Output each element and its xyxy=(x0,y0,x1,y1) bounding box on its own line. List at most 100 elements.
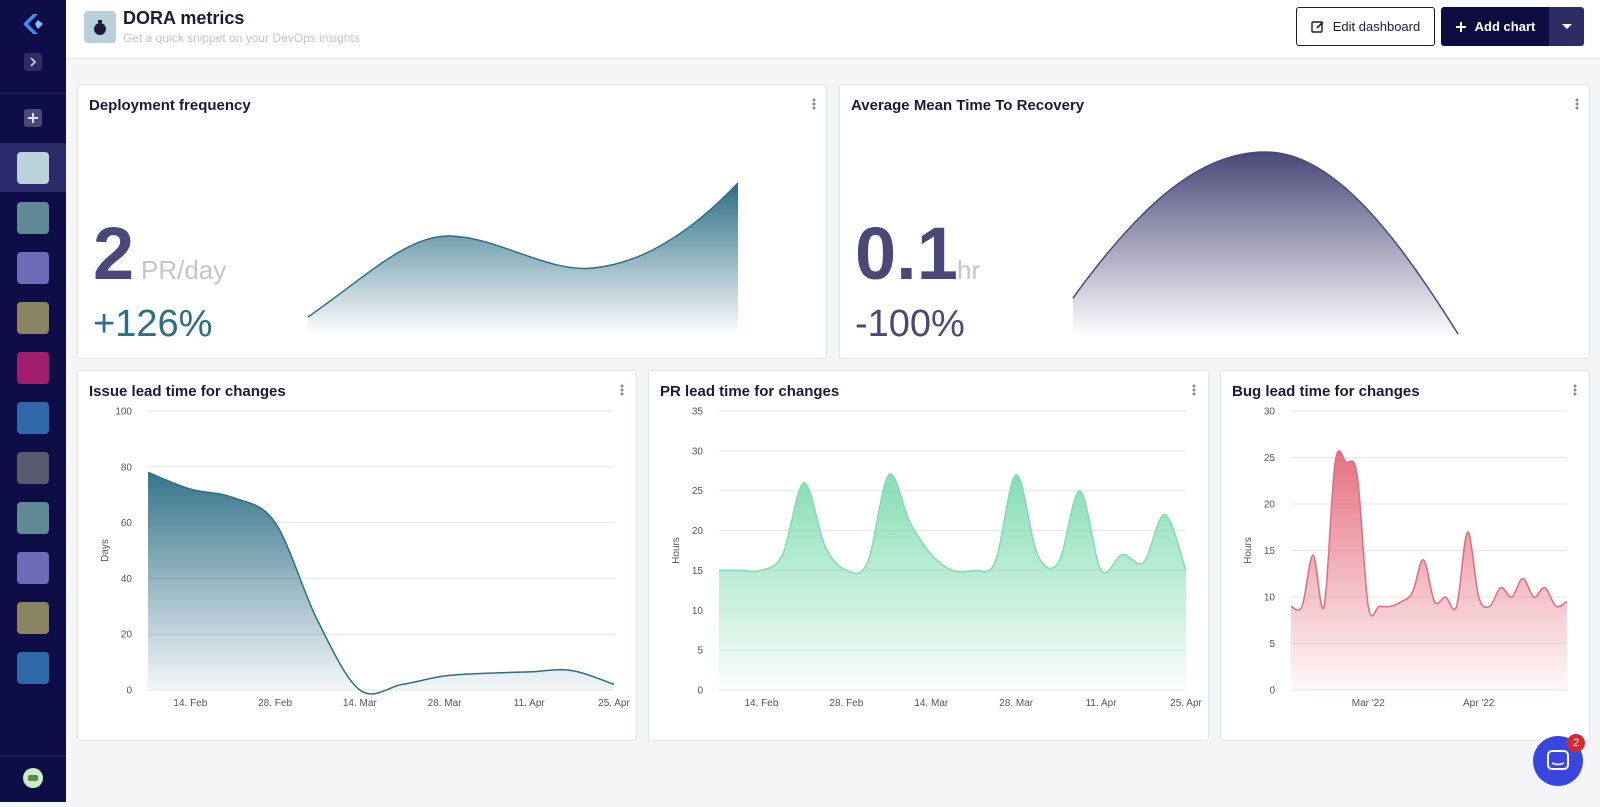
y-tick-label: 30 xyxy=(1264,407,1276,418)
chart-card: PR lead time for changes 0 5 10 15 20 25 30 35 Ho… xyxy=(648,370,1209,741)
list-icon[interactable] xyxy=(17,252,49,284)
table-icon[interactable] xyxy=(17,402,49,434)
menu-dot xyxy=(1573,392,1577,396)
edit-dashboard-button[interactable]: Edit dashboard xyxy=(1296,7,1435,46)
button-label: Edit dashboard xyxy=(1332,19,1421,34)
y-axis-label: Hours xyxy=(1243,537,1254,564)
x-tick-label: 25. Apr xyxy=(598,698,630,709)
dora-icon[interactable] xyxy=(17,452,49,484)
stat-card-graphic: 2 PR/day +126% xyxy=(93,98,816,345)
y-tick-label: 0 xyxy=(697,686,703,697)
y-tick-label: 60 xyxy=(121,518,133,529)
bug-icon[interactable] xyxy=(17,602,49,634)
y-tick-label: 15 xyxy=(1264,546,1276,557)
area-line xyxy=(719,473,1187,575)
sparkline xyxy=(307,182,739,318)
x-tick-label: 28. Mar xyxy=(999,698,1034,709)
stat-change: +126% xyxy=(93,303,212,345)
stat-unit: hr xyxy=(957,255,980,285)
page-subtitle: Get a quick snippet on your DevOps insig… xyxy=(123,31,360,45)
chart: 0 20 40 60 80 100 Days 14. Feb 28. Feb 14. Mar 28.… xyxy=(100,384,631,709)
chat-badge: 2 xyxy=(1567,734,1585,752)
y-tick-label: 5 xyxy=(697,646,703,657)
stat-value: 2 xyxy=(93,212,134,295)
sparkline-area xyxy=(308,183,738,333)
y-axis-label: Days xyxy=(100,539,111,562)
stat-value: 0.1 xyxy=(855,212,958,295)
stat-unit: PR/day xyxy=(141,255,226,285)
y-tick-label: 40 xyxy=(121,574,133,585)
menu-dot xyxy=(1192,384,1196,388)
x-tick-label: 28. Feb xyxy=(258,698,292,709)
menu-dot xyxy=(620,392,624,396)
sparkline xyxy=(1072,151,1459,335)
menu-dot xyxy=(1192,392,1196,396)
list-icon[interactable] xyxy=(17,552,49,584)
chart-card: Issue lead time for changes 0 20 40 60 80 100 D… xyxy=(77,370,637,741)
y-tick-label: 10 xyxy=(1264,593,1276,604)
y-tick-label: 100 xyxy=(115,407,132,418)
chart: 0 5 10 15 20 25 30 35 Hours 14. Feb 28. Feb 14. Mar… xyxy=(671,384,1203,709)
dora-icon[interactable] xyxy=(17,152,49,184)
x-tick-label: Apr '22 xyxy=(1463,698,1495,709)
git-icon[interactable] xyxy=(17,502,49,534)
x-tick-label: 14. Mar xyxy=(343,698,378,709)
x-tick-label: 14. Mar xyxy=(914,698,949,709)
header: DORA metrics Get a quick snippet on your… xyxy=(66,0,1600,59)
sidebar xyxy=(0,0,66,802)
y-tick-label: 0 xyxy=(1269,686,1275,697)
stat-card-graphic: 0.1 hr -100% xyxy=(855,98,1579,345)
y-tick-label: 20 xyxy=(692,526,704,537)
x-tick-label: 11. Apr xyxy=(1086,698,1118,709)
x-tick-label: 14. Feb xyxy=(744,698,778,709)
stat-card: Average Mean Time To Recovery 0.1 hr -10… xyxy=(839,84,1590,359)
menu-dot xyxy=(620,384,624,388)
menu-dot xyxy=(1192,388,1196,392)
card-title: Average Mean Time To Recovery xyxy=(851,97,1085,114)
stat-card: Deployment frequency 2 PR/day +126% xyxy=(77,84,827,359)
expand-button[interactable] xyxy=(24,53,42,71)
area-fill xyxy=(719,474,1186,690)
card-title: Bug lead time for changes xyxy=(1232,383,1420,400)
area-line xyxy=(1290,450,1568,617)
y-tick-label: 25 xyxy=(692,486,704,497)
chart: 0 5 10 15 20 25 30 Hours Mar '22 Apr '22 xyxy=(1243,384,1577,709)
y-tick-label: 80 xyxy=(121,462,133,473)
x-tick-label: 14. Feb xyxy=(173,698,207,709)
button-label: Add chart xyxy=(1474,19,1536,34)
y-tick-label: 35 xyxy=(692,407,704,418)
menu-dot xyxy=(620,388,624,392)
menu-dot xyxy=(1573,388,1577,392)
y-tick-label: 0 xyxy=(126,686,132,697)
area-line xyxy=(147,471,615,695)
stat-change: -100% xyxy=(855,303,965,345)
y-tick-label: 10 xyxy=(692,606,704,617)
x-tick-label: 28. Feb xyxy=(829,698,863,709)
area-fill xyxy=(148,472,614,694)
git-icon[interactable] xyxy=(17,202,49,234)
chart-card: Bug lead time for changes 0 5 10 15 20 25 30 Hou… xyxy=(1220,370,1590,741)
add-chart-dropdown[interactable] xyxy=(1549,7,1584,46)
page-icon xyxy=(84,11,116,43)
y-tick-label: 25 xyxy=(1264,453,1276,464)
page-title: DORA metrics xyxy=(123,8,245,28)
y-tick-label: 5 xyxy=(1269,639,1275,650)
sparkline-area xyxy=(1073,152,1458,334)
table-icon[interactable] xyxy=(17,652,49,684)
pie-icon[interactable] xyxy=(17,352,49,384)
menu-dot xyxy=(1573,384,1577,388)
x-tick-label: 28. Mar xyxy=(428,698,463,709)
y-axis-label: Hours xyxy=(671,537,682,564)
card-title: Issue lead time for changes xyxy=(89,383,286,400)
y-tick-label: 30 xyxy=(692,446,704,457)
logo-accent xyxy=(35,20,43,29)
logo xyxy=(23,14,38,34)
x-tick-label: 11. Apr xyxy=(514,698,546,709)
x-tick-label: 25. Apr xyxy=(1170,698,1202,709)
card-title: PR lead time for changes xyxy=(660,383,840,400)
add-chart-button[interactable]: Add chart xyxy=(1441,7,1549,46)
x-tick-label: Mar '22 xyxy=(1352,698,1385,709)
card-title: Deployment frequency xyxy=(89,97,251,114)
y-tick-label: 20 xyxy=(1264,500,1276,511)
bug-icon[interactable] xyxy=(17,302,49,334)
